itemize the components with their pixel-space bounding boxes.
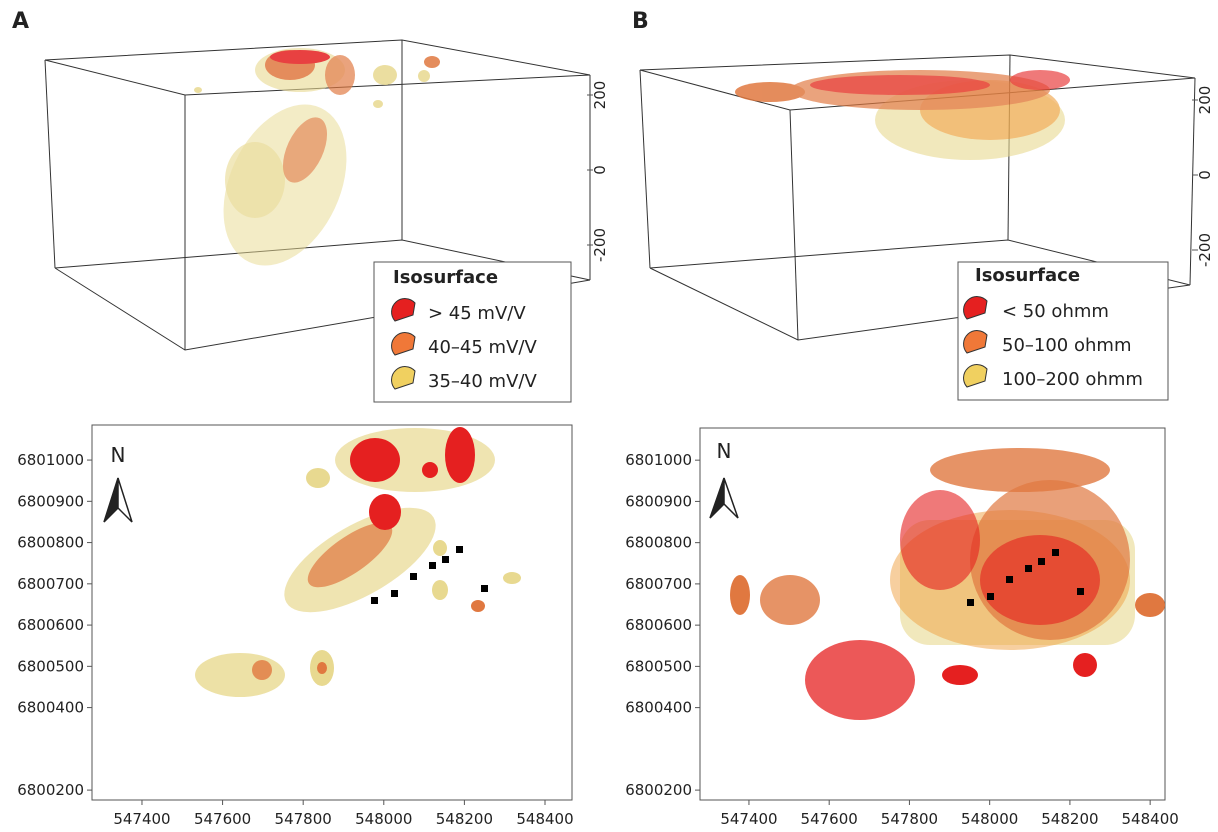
legend-label: 35–40 mV/V [428,371,537,392]
y-tick-label: 6800900 [625,492,692,510]
x-tick-label: 548400 [1122,810,1179,828]
y-tick-label: 6800700 [17,575,84,593]
x-tick-label: 547400 [113,810,170,828]
z-tick-label: -200 [1196,233,1214,267]
y-tick-label: 6800700 [625,575,692,593]
x-tick-label: 548200 [436,810,493,828]
z-tick-label: -200 [591,228,609,262]
z-tick-label: 200 [1196,86,1214,115]
figure: A N 200 0 -200 Isosurface > 45 mV/V 40–45 mV/V 3… [0,0,1218,832]
y-tick-label: 6801000 [17,451,84,469]
y-tick-label: 6800400 [625,699,692,717]
y-tick-label: 6800500 [625,657,692,675]
y-tick-label: 6801000 [625,451,692,469]
legend-title: Isosurface [393,267,498,288]
x-tick-label: 548400 [516,810,573,828]
panel-label: B [632,9,649,34]
x-tick-label: 547800 [275,810,332,828]
y-tick-label: 6800500 [17,657,84,675]
isosurface-3d-a [194,48,440,285]
y-tick-label: 6800800 [625,534,692,552]
y-tick-label: 6800800 [17,534,84,552]
y-tick-label: 6800200 [17,781,84,799]
y-tick-label: 6800400 [17,699,84,717]
y-tick-label: 6800600 [625,616,692,634]
isosurface-3d-b [735,70,1070,160]
panel-label: A [12,9,29,34]
y-tick-label: 6800900 [17,492,84,510]
north-label: N [111,443,126,467]
legend-title: Isosurface [975,265,1080,286]
legend-label: 100–200 ohmm [1002,369,1143,390]
legend-label: > 45 mV/V [428,303,526,324]
x-tick-label: 547800 [881,810,938,828]
y-tick-label: 6800200 [625,781,692,799]
legend-label: < 50 ohmm [1002,301,1109,322]
x-tick-label: 548000 [355,810,412,828]
north-label: N [717,439,732,463]
z-tick-label: 200 [591,81,609,110]
z-tick-label: 0 [591,165,609,175]
legend-label: 50–100 ohmm [1002,335,1131,356]
legend-label: 40–45 mV/V [428,337,537,358]
x-tick-label: 547600 [194,810,251,828]
z-tick-label: 0 [1196,170,1214,180]
x-tick-label: 547400 [720,810,777,828]
x-tick-label: 548000 [961,810,1018,828]
map-frame-a [92,425,572,800]
y-tick-label: 6800600 [17,616,84,634]
x-tick-label: 548200 [1041,810,1098,828]
x-tick-label: 547600 [801,810,858,828]
